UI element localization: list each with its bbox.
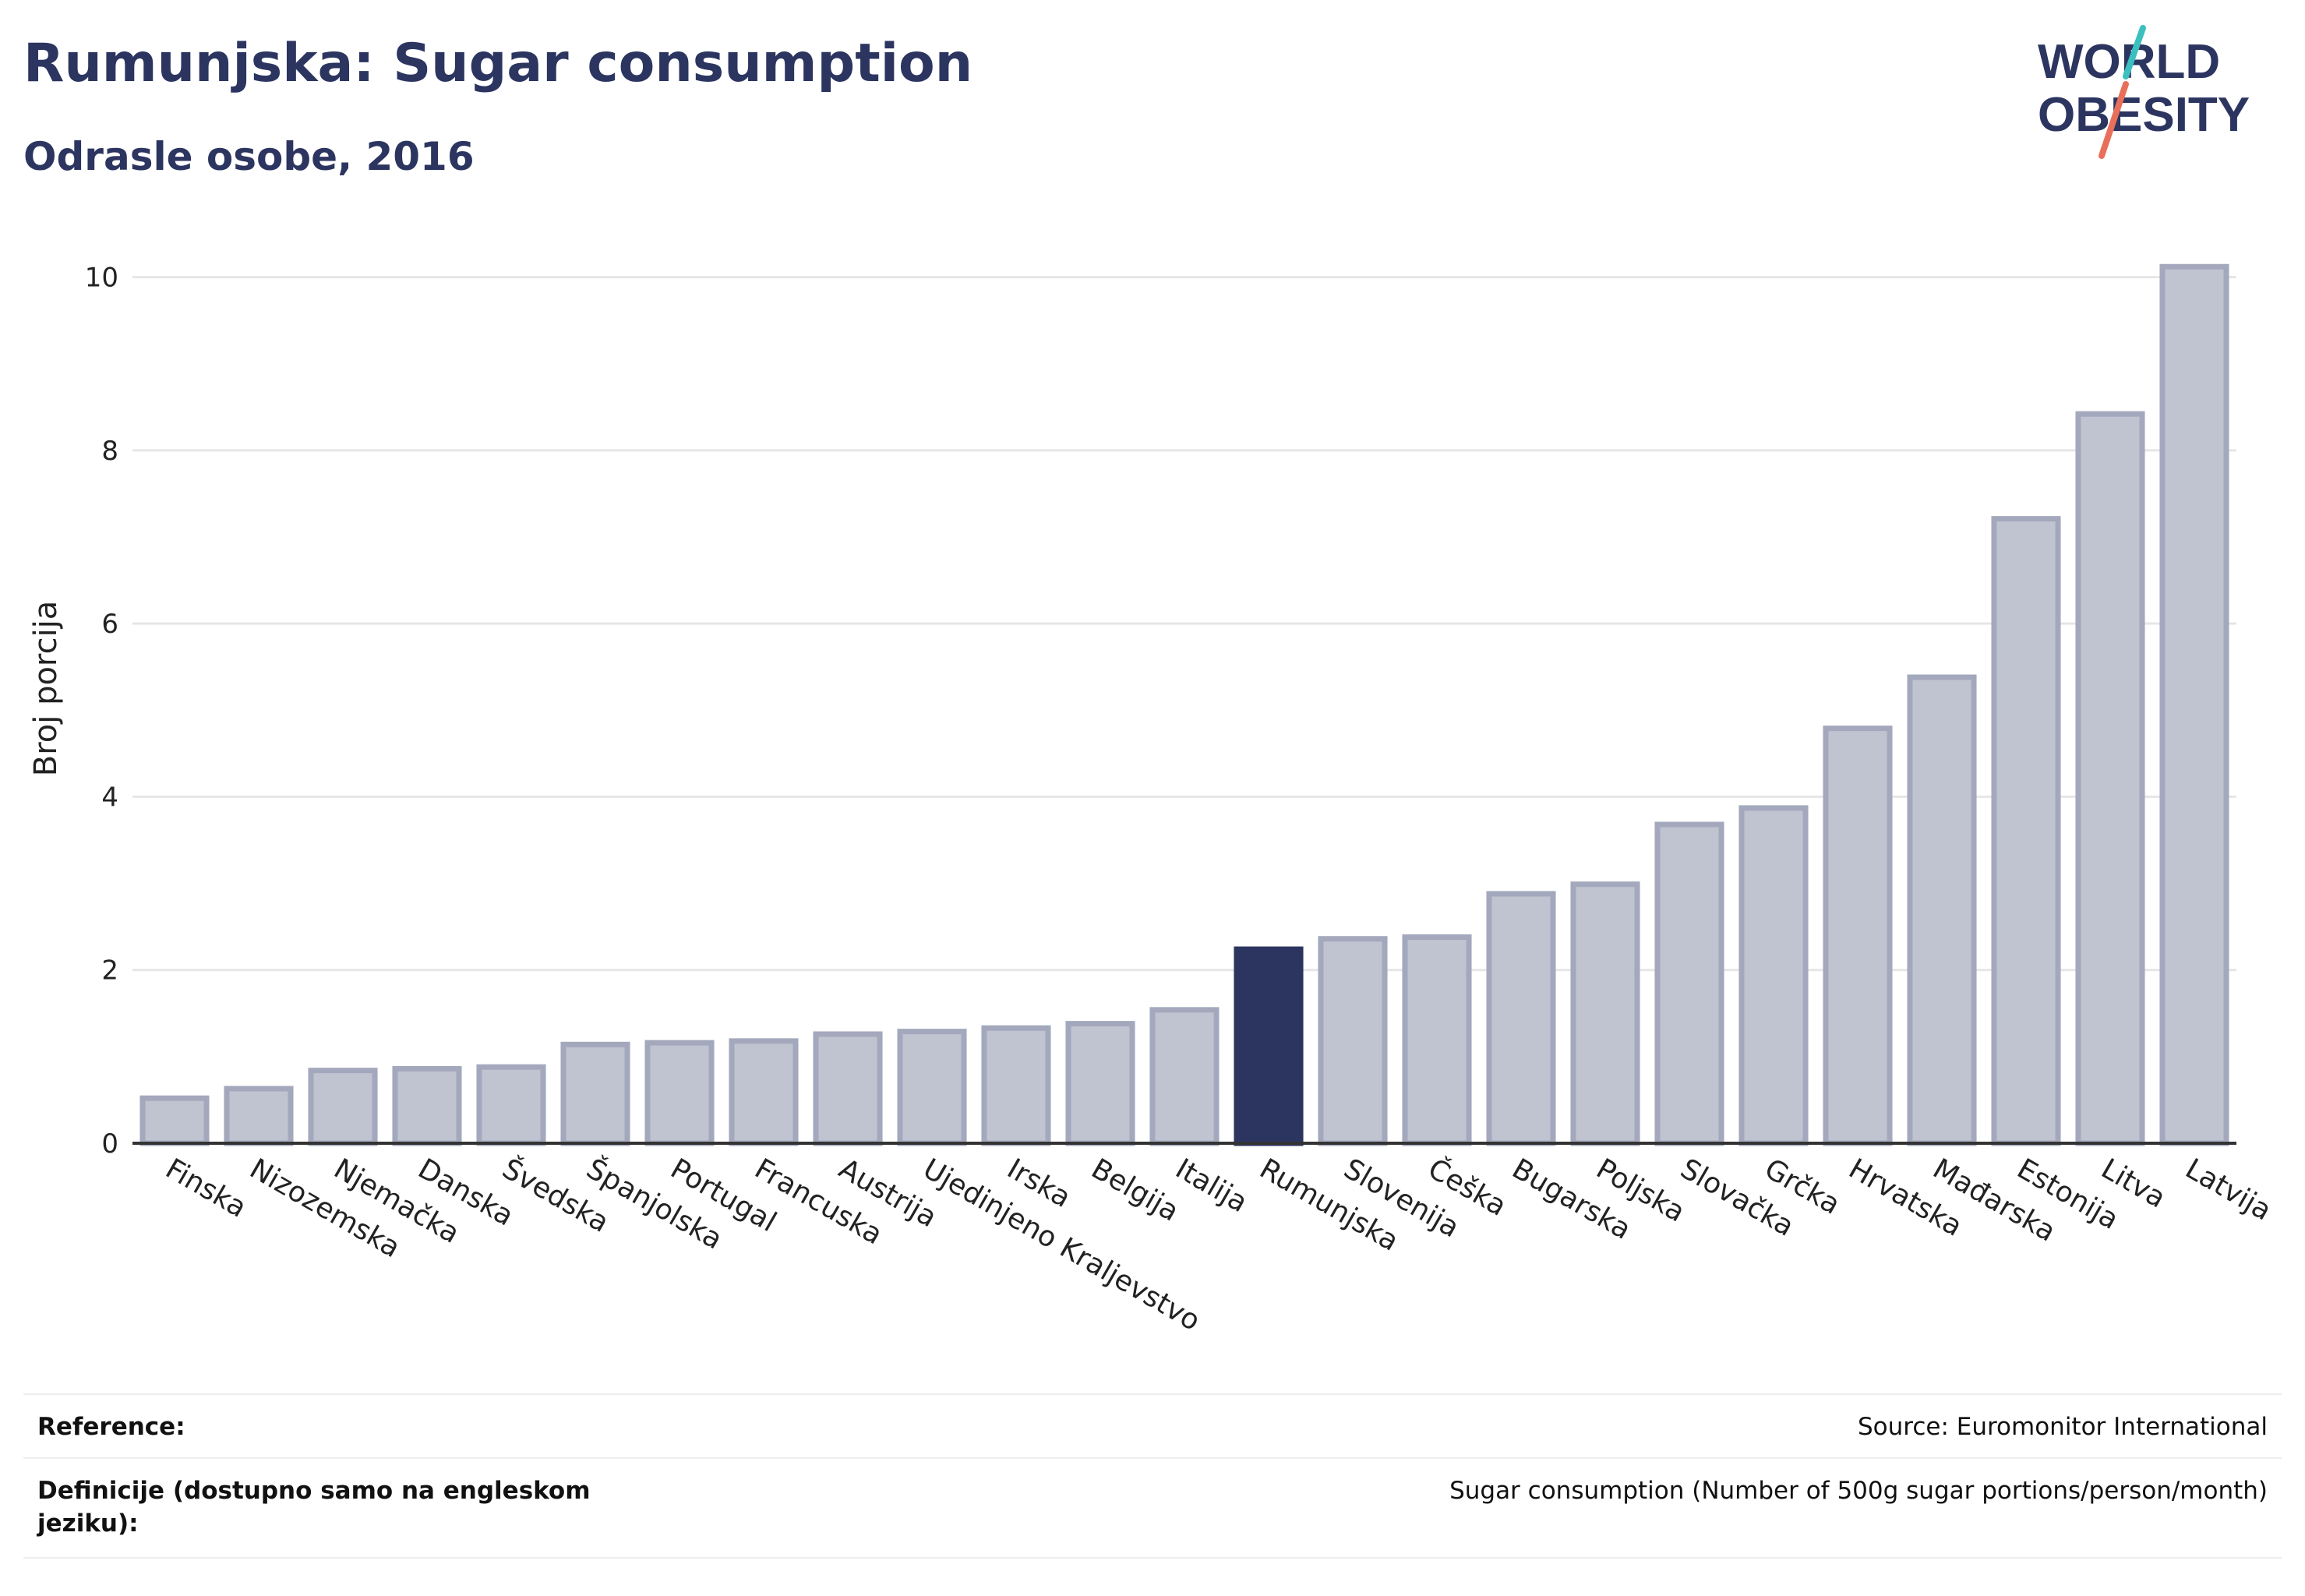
bar — [2075, 411, 2145, 1146]
bar — [308, 1068, 378, 1146]
bar — [897, 1029, 967, 1146]
bar — [1065, 1021, 1135, 1146]
footer-reference-row: Reference: Source: Euromonitor Internati… — [23, 1393, 2282, 1459]
bar — [2159, 263, 2229, 1146]
definition-label: Definicije (dostupno samo na engleskom j… — [37, 1477, 591, 1538]
bar — [476, 1064, 546, 1146]
bar — [392, 1065, 462, 1146]
y-tick-label: 0 — [101, 1128, 118, 1160]
bar — [644, 1040, 715, 1146]
bar — [224, 1086, 294, 1146]
logo-line-2: OBESITY — [2038, 88, 2250, 142]
bar — [139, 1095, 210, 1146]
bar — [813, 1031, 883, 1146]
bar — [1654, 821, 1724, 1146]
bar-highlighted — [1234, 946, 1304, 1146]
bar — [1991, 516, 2061, 1146]
y-tick-label: 8 — [101, 436, 118, 467]
bar — [729, 1038, 799, 1146]
bar — [981, 1025, 1051, 1146]
y-tick-label: 2 — [101, 955, 118, 987]
y-tick-label: 6 — [101, 609, 118, 640]
reference-value: Source: Euromonitor International — [1857, 1413, 2268, 1441]
bar — [1738, 805, 1809, 1146]
y-tick-label: 10 — [85, 263, 118, 294]
x-tick-label: Italija — [1170, 1153, 1253, 1219]
world-obesity-logo: WORLD OBESITY — [2038, 25, 2250, 159]
logo-slash-coral — [2099, 81, 2129, 159]
bar — [1823, 726, 1893, 1146]
footer-definition-row: Definicije (dostupno samo na engleskom j… — [23, 1457, 2282, 1559]
logo-slash-teal — [2123, 25, 2146, 79]
bar — [1149, 1007, 1220, 1146]
bar — [1402, 934, 1472, 1146]
bar — [1486, 891, 1556, 1146]
definition-value: Sugar consumption (Number of 500g sugar … — [1449, 1477, 2268, 1505]
chart-title: Rumunjska: Sugar consumption — [23, 33, 973, 94]
y-tick-label: 4 — [101, 782, 118, 813]
bar — [1907, 674, 1977, 1146]
chart-subtitle: Odrasle osobe, 2016 — [23, 134, 475, 179]
x-tick-label: Finska — [161, 1153, 252, 1223]
y-axis-label: Broj porcija — [28, 601, 64, 776]
bar — [1570, 881, 1640, 1146]
x-tick-label: Latvija — [2180, 1153, 2277, 1227]
bar — [560, 1041, 630, 1146]
bar — [1318, 936, 1388, 1146]
reference-label: Reference: — [37, 1413, 185, 1441]
x-tick-label: Belgija — [1086, 1153, 1184, 1227]
